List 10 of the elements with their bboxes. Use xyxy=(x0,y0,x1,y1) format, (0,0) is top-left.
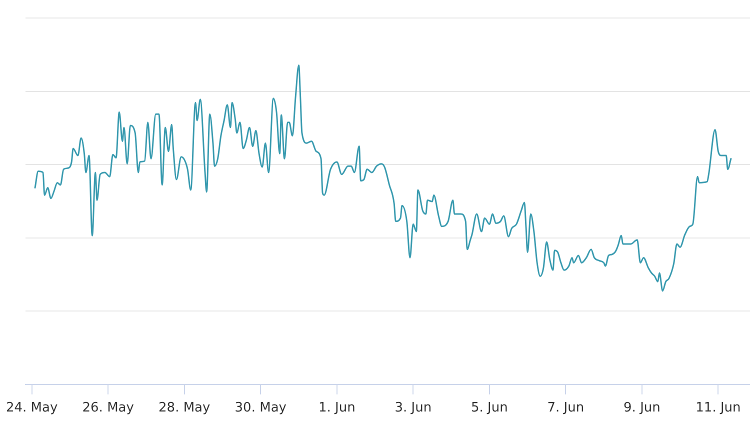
x-tick-label: 28. May xyxy=(158,400,211,416)
x-tick-label: 3. Jun xyxy=(394,400,432,416)
x-tick-label: 5. Jun xyxy=(471,400,508,416)
x-tick-label: 30. May xyxy=(234,400,287,416)
x-tick-label: 9. Jun xyxy=(624,400,660,416)
x-tick-label: 7. Jun xyxy=(547,400,584,416)
x-tick-label: 11. Jun xyxy=(696,400,741,416)
x-tick-label: 1. Jun xyxy=(318,400,356,416)
x-tick-label: 24. May xyxy=(6,400,58,416)
x-tick-label: 26. May xyxy=(82,400,134,416)
